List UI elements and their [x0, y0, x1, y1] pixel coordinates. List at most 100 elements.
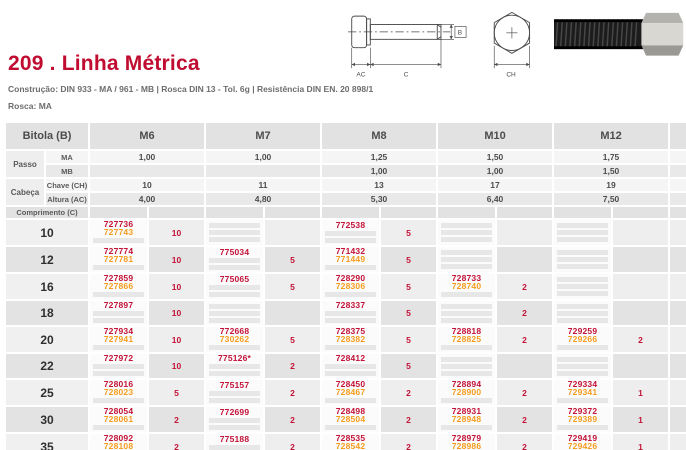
empty-slot [557, 291, 609, 296]
spec-value: 7,50 [552, 191, 671, 207]
product-code-cell-m10 [436, 245, 498, 274]
empty-slot [557, 356, 609, 362]
bolt-hex-head-drawing: CH [494, 11, 531, 79]
pack-qty-m12 [611, 352, 671, 380]
product-code-ma: 728092 [103, 433, 134, 443]
length-row-35: 35 728092 728108 2 775188 2 728535 728542 2 72897… [3, 432, 686, 450]
pack-qty-m10 [495, 352, 555, 380]
pack-qty-m10: 2 [495, 299, 555, 327]
dim-label-c: C [404, 72, 409, 79]
product-code-mb: 728948 [451, 414, 482, 424]
product-code-mb: 729389 [567, 414, 598, 424]
product-code-cell-m7 [204, 299, 266, 327]
empty-slot [441, 356, 493, 362]
pack-qty-m12: 1 [611, 378, 671, 407]
pack-qty-m7: 5 [263, 325, 323, 354]
pack-qty-m12 [611, 299, 671, 327]
empty-slot [557, 345, 609, 350]
pack-qty-m10: 2 [495, 325, 555, 354]
empty-slot [93, 318, 145, 323]
spec-row-label: MB [43, 163, 91, 179]
empty-slot [93, 311, 145, 316]
pack-qty-m6: 10 [147, 352, 207, 380]
spec-value [204, 163, 323, 179]
product-code-ma: 728450 [335, 379, 366, 389]
empty-slot [209, 424, 261, 430]
length-label: 22 [3, 352, 91, 380]
product-code-cell-m12 [552, 245, 614, 274]
empty-slot [325, 311, 377, 316]
product-code-cell-m12 [552, 272, 614, 301]
product-code-mb: 728061 [103, 414, 134, 424]
comprimento-header-row: Comprimento (C) [3, 205, 686, 220]
product-code-cell-m7: 775157 [204, 378, 266, 407]
empty-slot [441, 317, 493, 323]
pack-qty-m6: 5 [147, 378, 207, 407]
empty-slot [441, 250, 493, 255]
pack-qty-m8: 5 [379, 299, 439, 327]
length-label: 35 [3, 432, 91, 450]
product-code-mb: 728023 [103, 387, 134, 397]
empty-slot [557, 317, 609, 323]
product-code-ma: 728931 [451, 406, 482, 416]
pack-qty-m7: 5 [263, 245, 323, 274]
length-row-10: 10 727736 727743 10 772538 5 [3, 218, 686, 247]
product-code-mb: 728504 [335, 414, 366, 424]
product-code-ma: 728733 [451, 273, 482, 283]
empty-slot [557, 425, 609, 430]
spec-value: 1,75 [552, 149, 671, 165]
comprimento-band-cell [668, 205, 686, 220]
product-code-cell-m12 [552, 299, 614, 327]
empty-slot [441, 303, 493, 309]
cutoff-cell [668, 299, 686, 327]
empty-slot [325, 398, 377, 403]
product-code-cell-m12: 729259 729266 [552, 325, 614, 354]
cutoff-cell [668, 218, 686, 247]
product-code-cell-m8: 728412 [320, 352, 382, 380]
empty-slot [441, 257, 493, 262]
empty-slot [325, 371, 377, 376]
spec-value: 5,30 [320, 191, 439, 207]
length-label: 16 [3, 272, 91, 301]
empty-slot [325, 230, 377, 236]
size-header-row: Bitola (B) M6 M7 M8 M10 M12 [3, 121, 686, 151]
comprimento-band-cell [611, 205, 671, 220]
product-code-cell-m7: 772699 [204, 405, 266, 434]
product-code-ma: 728375 [335, 326, 366, 336]
length-row-18: 18 727897 10 728337 5 2 [3, 299, 686, 327]
empty-slot [325, 345, 377, 350]
product-code-ma: 728016 [103, 379, 134, 389]
spec-value: 1,50 [552, 163, 671, 179]
product-code-cell-m7: 775188 [204, 432, 266, 450]
product-code-cell-m12: 729419 729426 [552, 432, 614, 450]
bolt-diagrams: B AC C CH [348, 4, 684, 86]
comprimento-band-cell [552, 205, 614, 220]
empty-slot [441, 237, 493, 242]
comprimento-band-cell [88, 205, 150, 220]
product-code-ma: 728337 [335, 300, 366, 310]
comprimento-label: Comprimento (C) [3, 205, 91, 220]
product-code-cell-m8: 728337 [320, 299, 382, 327]
col-header-m6: M6 [88, 121, 207, 151]
product-code-cell-m12: 729334 729341 [552, 378, 614, 407]
cutoff-cell [668, 272, 686, 301]
product-code-ma: 775157 [219, 379, 250, 390]
product-code-mb: 727941 [103, 334, 134, 344]
comprimento-band-cell [147, 205, 207, 220]
length-row-30: 30 728054 728061 2 772699 2 728498 728504 2 72893… [3, 405, 686, 434]
pack-qty-m6: 2 [147, 405, 207, 434]
spec-value: 4,80 [204, 191, 323, 207]
product-code-ma: 727736 [103, 219, 134, 229]
product-code-cell-m8: 728450 728467 [320, 378, 382, 407]
product-code-cell-m12 [552, 218, 614, 247]
product-code-ma: 728498 [335, 406, 366, 416]
empty-slot [557, 264, 609, 269]
product-code-cell-m8: 728290 728306 [320, 272, 382, 301]
empty-slot [209, 223, 261, 228]
product-code-cell-m10 [436, 218, 498, 247]
pack-qty-m8: 5 [379, 272, 439, 301]
spec-value: 1,25 [320, 149, 439, 165]
length-row-12: 12 727774 727781 10 775034 5 771432 771449 5 [3, 245, 686, 274]
pack-qty-m6: 2 [147, 432, 207, 450]
